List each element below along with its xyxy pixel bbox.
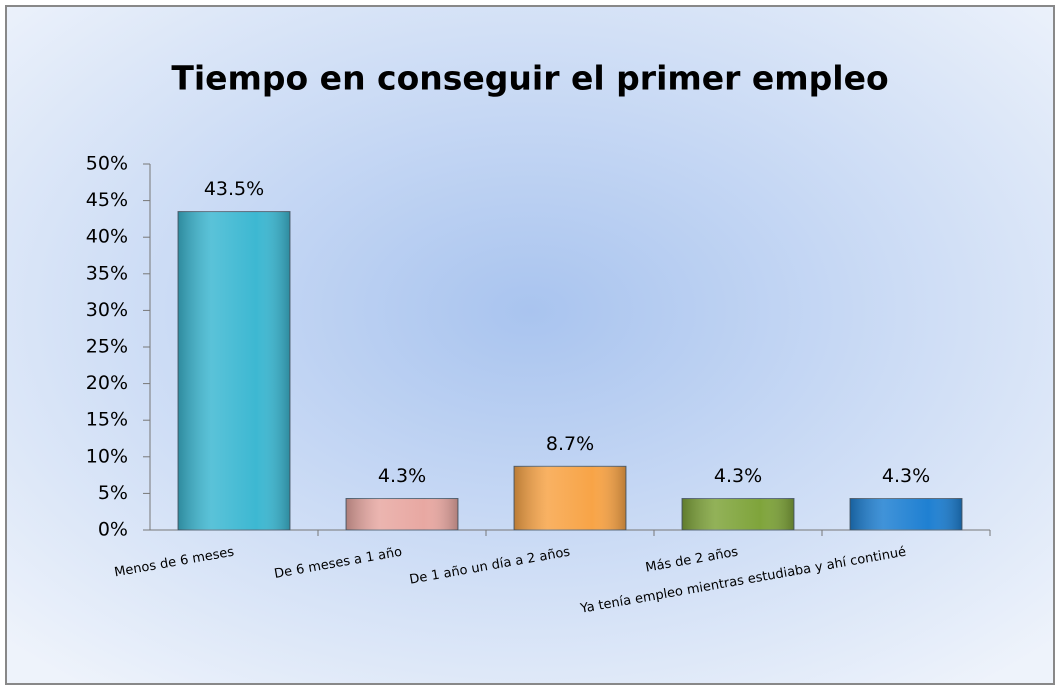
y-tick-label: 15% — [86, 409, 128, 431]
value-label: 4.3% — [882, 465, 930, 487]
chart-title: Tiempo en conseguir el primer empleo — [171, 59, 888, 98]
bar-shade — [850, 498, 962, 530]
y-tick-label: 30% — [86, 299, 128, 321]
y-tick-label: 5% — [98, 482, 128, 504]
value-label: 43.5% — [204, 178, 264, 200]
bar-shade — [682, 498, 794, 530]
y-tick-label: 0% — [98, 519, 128, 541]
y-tick-label: 35% — [86, 262, 128, 284]
y-tick-label: 10% — [86, 445, 128, 467]
y-tick-label: 50% — [86, 153, 128, 175]
bar-shade — [346, 498, 458, 530]
bar-shade — [178, 211, 290, 530]
background — [5, 5, 1055, 685]
bar-shade — [514, 466, 626, 530]
y-tick-label: 25% — [86, 336, 128, 358]
value-label: 8.7% — [546, 433, 594, 455]
y-tick-label: 40% — [86, 226, 128, 248]
value-label: 4.3% — [378, 465, 426, 487]
value-label: 4.3% — [714, 465, 762, 487]
y-tick-label: 20% — [86, 372, 128, 394]
y-tick-label: 45% — [86, 189, 128, 211]
